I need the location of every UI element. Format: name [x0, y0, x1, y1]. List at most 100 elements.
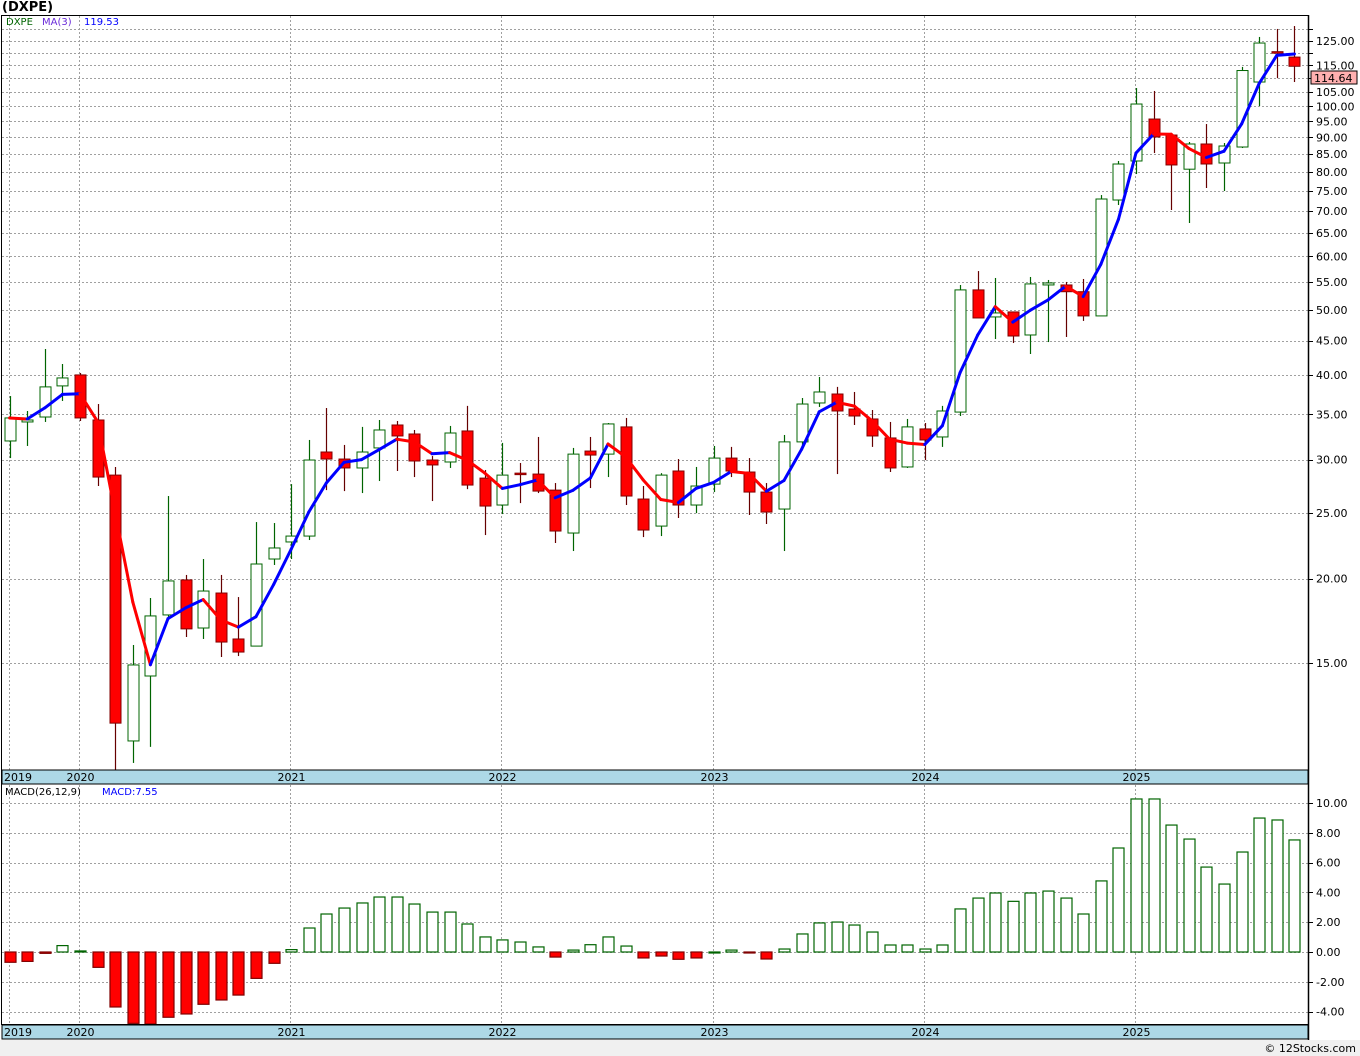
price-axis-label: 105.00	[1316, 86, 1355, 99]
candle-body	[373, 429, 386, 449]
ma-segment	[184, 598, 205, 610]
candle-body	[1148, 118, 1161, 138]
candle-body	[215, 592, 228, 643]
chart-title: (DXPE)	[2, 0, 53, 15]
macd-bar	[1148, 798, 1161, 953]
candle	[1236, 66, 1249, 149]
macd-axis-label: 4.00	[1316, 886, 1341, 899]
candle	[268, 523, 281, 565]
candle	[954, 284, 967, 416]
macd-bar	[725, 949, 738, 953]
macd-bars	[4, 798, 1301, 1025]
ma-segment	[588, 442, 610, 480]
macd-bar	[620, 945, 633, 953]
macd-bar	[444, 911, 457, 953]
candle-body	[1112, 163, 1125, 201]
ma-segment	[60, 392, 82, 396]
macd-bar	[1165, 824, 1178, 953]
ma-segment	[641, 478, 663, 502]
ma-segment	[553, 488, 575, 500]
candles	[4, 26, 1301, 770]
ma-segment	[923, 424, 944, 446]
candle	[426, 456, 439, 502]
candle	[637, 486, 650, 538]
macd-axis-label: -4.00	[1316, 1006, 1344, 1019]
candle	[549, 483, 562, 543]
candle	[1007, 311, 1020, 344]
candle	[479, 469, 492, 536]
macd-bar	[1095, 880, 1108, 953]
price-axis-label: 100.00	[1316, 100, 1355, 113]
candle	[708, 445, 721, 493]
ma-segment	[993, 305, 1015, 324]
ma-segment	[536, 478, 557, 500]
macd-bar	[1200, 866, 1213, 953]
macd-bar	[1183, 838, 1196, 953]
macd-bar	[268, 951, 281, 964]
ma-segment	[1275, 52, 1296, 57]
macd-bar	[391, 896, 404, 953]
macd-bar	[21, 951, 34, 962]
price-axis-label: 40.00	[1316, 369, 1348, 382]
macd-bar	[796, 933, 809, 953]
macd-bar	[1077, 913, 1090, 953]
candle	[1042, 279, 1055, 343]
ma-segment	[729, 469, 751, 475]
ma-segment	[360, 448, 381, 462]
price-axis-label: 85.00	[1316, 148, 1348, 161]
ma-segment	[377, 437, 399, 452]
price-axis-label: 20.00	[1316, 573, 1348, 586]
year-label: 2019	[4, 1026, 32, 1039]
candle-body	[602, 423, 615, 455]
year-label: 2020	[67, 1026, 95, 1039]
price-time-axis	[1, 769, 1309, 785]
price-year-labels: 2019 2020 2021 2022 2023 2024 2025	[4, 771, 1151, 784]
year-label: 2025	[1123, 1026, 1151, 1039]
candle-body	[232, 638, 245, 653]
macd-bar	[39, 951, 52, 954]
ma-segment	[764, 479, 786, 493]
macd-axis-label: -2.00	[1316, 976, 1344, 989]
ma-segment	[1240, 81, 1261, 126]
candle-body	[549, 489, 562, 532]
macd-bar	[162, 951, 175, 1018]
last-price-box	[1310, 70, 1358, 85]
ma-segment	[1222, 122, 1244, 153]
year-label: 2023	[701, 1026, 729, 1039]
price-axis-label: 30.00	[1316, 454, 1348, 467]
last-price-label: 114.64	[1314, 72, 1353, 85]
candle	[303, 439, 316, 541]
macd-bar	[866, 931, 879, 953]
macd-bar	[655, 951, 668, 957]
price-axis-label: 35.00	[1316, 408, 1348, 421]
macd-bar	[180, 951, 193, 1015]
candle-body	[778, 441, 791, 510]
macd-bar	[743, 951, 756, 954]
ma-segment	[25, 406, 47, 421]
macd-bar	[760, 951, 773, 960]
macd-bar	[479, 936, 492, 953]
candle	[1095, 195, 1108, 317]
ma-segment	[606, 442, 628, 459]
price-axis-label: 65.00	[1316, 227, 1348, 240]
year-label: 2024	[912, 1026, 940, 1039]
candle	[1130, 88, 1143, 175]
candle	[1148, 90, 1161, 154]
candle-body	[56, 377, 69, 387]
price-axis-label: 15.00	[1316, 657, 1348, 670]
year-label: 2024	[912, 771, 940, 784]
macd-bar	[514, 941, 527, 953]
price-axis-label: 25.00	[1316, 507, 1348, 520]
macd-bar	[989, 892, 1002, 953]
candle-body	[426, 459, 439, 466]
price-axis-label: 80.00	[1316, 166, 1348, 179]
ma-segment	[958, 333, 980, 375]
year-label: 2022	[489, 771, 517, 784]
candle-body	[954, 289, 967, 413]
macd-time-axis	[1, 1024, 1309, 1040]
macd-bar	[1288, 839, 1301, 953]
ma-segment	[1046, 284, 1068, 302]
candle-body	[901, 426, 914, 468]
ma-segment	[430, 451, 452, 456]
macd-bar	[1042, 890, 1055, 953]
